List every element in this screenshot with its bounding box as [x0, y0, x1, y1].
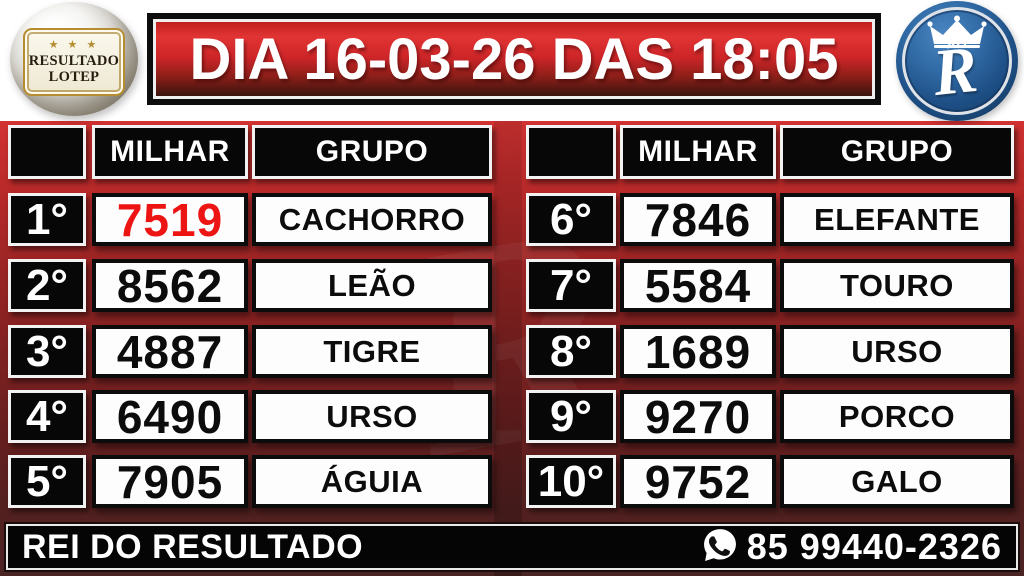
column-header-milhar-left: MILHAR: [92, 125, 248, 179]
column-header-grupo-left: GRUPO: [252, 125, 492, 179]
milhar-value: 8562: [92, 259, 248, 312]
rei-logo: Rei R: [896, 1, 1018, 121]
contact-phone: 85 99440-2326: [703, 526, 1002, 568]
header-blank-cell-right: [526, 125, 616, 179]
position-label: 6°: [526, 193, 616, 246]
draw-date-time: DIA 16-03-26 DAS 18:05: [189, 26, 839, 92]
position-label: 7°: [526, 259, 616, 312]
position-label: 5°: [8, 455, 86, 508]
footer-bar: REI DO RESULTADO 85 99440-2326: [4, 522, 1020, 572]
grupo-value: URSO: [780, 325, 1014, 378]
header-blank-cell-left: [8, 125, 86, 179]
grupo-value: TOURO: [780, 259, 1014, 312]
column-header-milhar-right: MILHAR: [620, 125, 776, 179]
lotep-badge: ★ ★ ★ RESULTADO LOTEP: [10, 2, 138, 116]
badge-line-resultado: RESULTADO: [28, 52, 120, 69]
grupo-value: ÁGUIA: [252, 455, 492, 508]
milhar-value: 7905: [92, 455, 248, 508]
position-label: 1°: [8, 193, 86, 246]
grupo-value: GALO: [780, 455, 1014, 508]
brand-name: REI DO RESULTADO: [22, 527, 364, 566]
grupo-value: CACHORRO: [252, 193, 492, 246]
stars-icon: ★ ★ ★: [48, 38, 100, 51]
position-label: 8°: [526, 325, 616, 378]
logo-ring: [902, 7, 1012, 115]
center-divider-band: [494, 121, 522, 576]
milhar-value: 4887: [92, 325, 248, 378]
phone-number: 85 99440-2326: [746, 526, 1002, 567]
grupo-value: TIGRE: [252, 325, 492, 378]
grupo-value: PORCO: [780, 390, 1014, 443]
position-label: 4°: [8, 390, 86, 443]
logo-letter-r: R: [929, 32, 981, 111]
badge-plaque: ★ ★ ★ RESULTADO LOTEP: [23, 28, 125, 97]
milhar-value: 5584: [620, 259, 776, 312]
milhar-value: 9752: [620, 455, 776, 508]
milhar-value: 6490: [92, 390, 248, 443]
milhar-value: 7846: [620, 193, 776, 246]
milhar-value: 9270: [620, 390, 776, 443]
milhar-value: 1689: [620, 325, 776, 378]
position-label: 3°: [8, 325, 86, 378]
column-header-grupo-right: GRUPO: [780, 125, 1014, 179]
grupo-value: ELEFANTE: [780, 193, 1014, 246]
milhar-value: 7519: [92, 193, 248, 246]
badge-line-lotep: LOTEP: [48, 68, 100, 85]
position-label: 9°: [526, 390, 616, 443]
grupo-value: LEÃO: [252, 259, 492, 312]
date-banner: DIA 16-03-26 DAS 18:05: [147, 13, 881, 105]
whatsapp-icon: [703, 528, 737, 567]
crown-icon: [926, 15, 988, 54]
position-label: 10°: [526, 455, 616, 508]
grupo-value: URSO: [252, 390, 492, 443]
position-label: 2°: [8, 259, 86, 312]
